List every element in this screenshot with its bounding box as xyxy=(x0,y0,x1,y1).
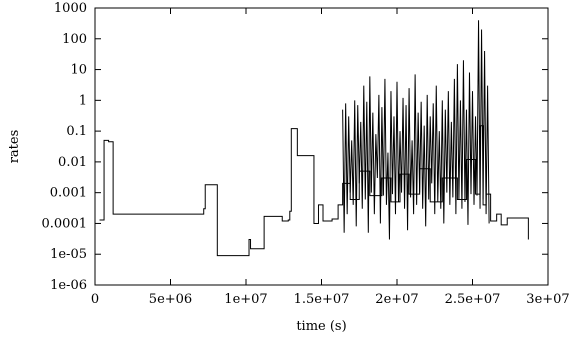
y-tick-label: 0.01 xyxy=(58,155,87,170)
y-tick-label: 100 xyxy=(62,32,87,47)
x-tick-label: 0 xyxy=(91,292,99,307)
y-tick-label: 1 xyxy=(79,93,87,108)
x-axis-title: time (s) xyxy=(296,319,346,334)
y-tick-label: 0.001 xyxy=(50,186,87,201)
y-tick-label: 1000 xyxy=(54,1,87,16)
x-tick-label: 1e+07 xyxy=(224,292,267,307)
y-tick-label: 0.1 xyxy=(66,124,87,139)
x-tick-label: 5e+06 xyxy=(149,292,192,307)
y-axis-title: rates xyxy=(7,130,22,164)
y-tick-label: 1e-06 xyxy=(50,278,87,293)
y-tick-label: 10 xyxy=(70,63,87,78)
plot-content xyxy=(99,20,529,257)
x-tick-label: 2e+07 xyxy=(375,292,418,307)
axis-ticks xyxy=(94,7,549,286)
x-tick-label: 1.5e+07 xyxy=(294,292,350,307)
y-tick-label: 1e-05 xyxy=(50,247,87,262)
series-line-2 xyxy=(342,20,490,240)
x-tick-label: 2.5e+07 xyxy=(445,292,501,307)
tick-labels: 0 5e+06 1e+07 1.5e+07 2e+07 2.5e+07 3e+07 1e-06… xyxy=(42,1,570,307)
x-tick-label: 3e+07 xyxy=(526,292,569,307)
y-tick-label: 0.0001 xyxy=(42,216,88,231)
